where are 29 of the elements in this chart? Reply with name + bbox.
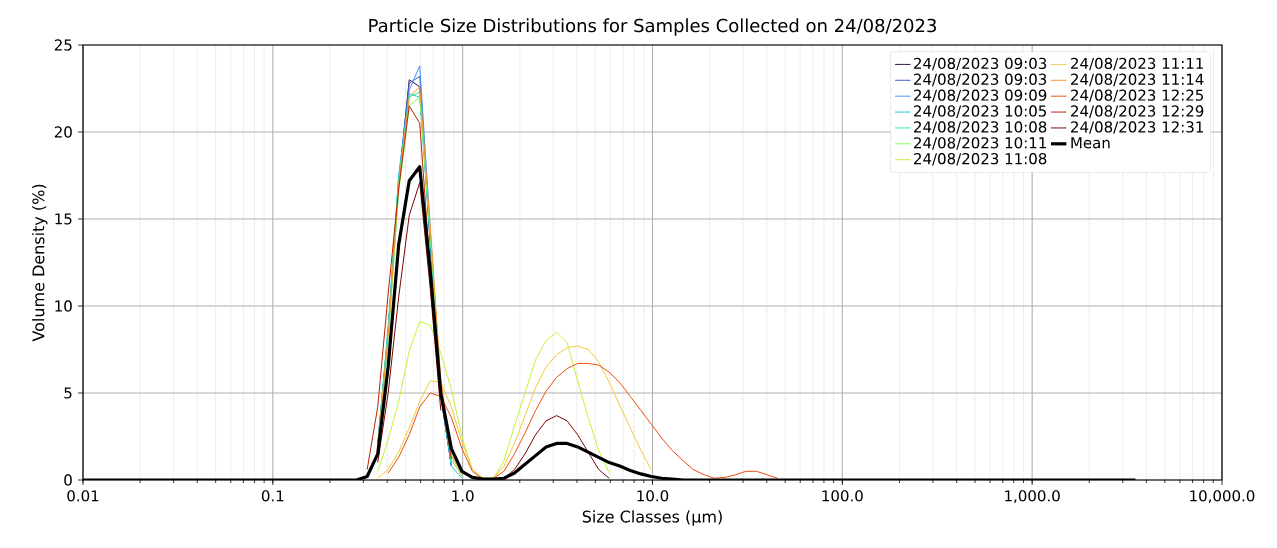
x-tick-label: 10.0: [637, 490, 669, 502]
chart-title: Particle Size Distributions for Samples Collected on 24/08/2023: [369, 18, 936, 36]
legend-label: 24/08/2023 11:08: [914, 153, 1047, 166]
legend-label: 24/08/2023 10:11: [914, 137, 1046, 150]
y-tick-label: 20: [54, 126, 72, 138]
y-tick-label: 10: [55, 300, 72, 312]
legend-label: 24/08/2023 12:31: [1071, 121, 1203, 134]
x-tick-label: 1.0: [452, 490, 474, 502]
legend-label: 24/08/2023 12:25: [1071, 89, 1204, 103]
x-tick-label: 10,000.0: [1190, 490, 1255, 504]
y-tick-label: 5: [64, 387, 72, 399]
legend-label: 24/08/2023 11:11: [1071, 57, 1203, 71]
x-tick-label: 1,000.0: [1005, 490, 1060, 504]
y-tick-label: 15: [55, 213, 72, 225]
y-tick-label: 25: [54, 39, 72, 51]
x-tick-label: 100.0: [822, 490, 863, 502]
legend-label: 24/08/2023 10:08: [914, 121, 1047, 134]
x-axis-title: Size Classes (µm): [582, 510, 722, 526]
legend-label: 24/08/2023 12:29: [1071, 105, 1204, 118]
legend-label: 24/08/2023 11:14: [1071, 73, 1204, 87]
legend-label: 24/08/2023 09:03: [914, 57, 1047, 71]
y-tick-label: 0: [64, 474, 72, 486]
legend-label: 24/08/2023 10:05: [914, 105, 1047, 118]
legend-label: 24/08/2023 09:09: [914, 89, 1047, 103]
x-tick-label: 0.1: [261, 490, 284, 502]
x-tick-label: 0.01: [67, 490, 99, 502]
y-axis-title: Volume Density (%): [32, 184, 48, 342]
legend-label: 24/08/2023 09:03: [914, 73, 1047, 87]
legend-label: Mean: [1071, 137, 1110, 149]
